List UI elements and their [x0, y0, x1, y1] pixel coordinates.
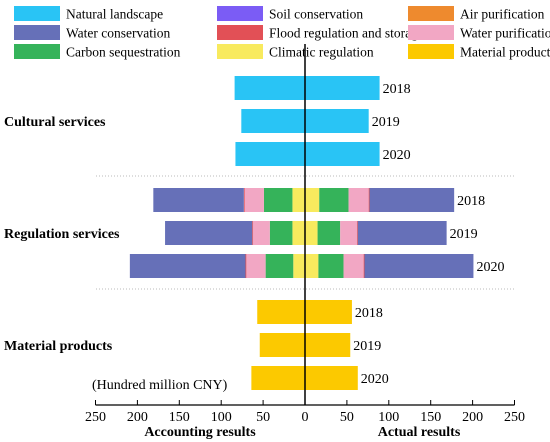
x-tick-label: 100	[211, 410, 232, 425]
bar-actual-carbon	[317, 221, 341, 245]
bar-actual-water_cons	[369, 188, 455, 212]
year-label: 2020	[476, 260, 504, 275]
x-axis: 250 200 150 100 50 0 50 100 150 200 250	[85, 400, 525, 425]
group-label: Cultural services	[4, 115, 106, 130]
year-label: 2020	[383, 148, 411, 163]
year-label: 2019	[450, 227, 478, 242]
bar-accounting-natural	[235, 142, 305, 166]
bar-actual-water_pur	[343, 254, 364, 278]
group-label: Material products	[4, 339, 113, 354]
legend-swatch-flood	[217, 25, 263, 40]
bar-actual-water_cons	[357, 221, 447, 245]
bar-actual-natural	[305, 109, 369, 133]
bar-accounting-climatic	[293, 254, 305, 278]
year-label: 2020	[361, 372, 389, 387]
x-tick-label: 200	[462, 410, 483, 425]
bar-accounting-flood	[245, 254, 247, 278]
x-tick-label: 200	[127, 410, 148, 425]
bar-actual-carbon	[318, 254, 344, 278]
bar-accounting-water_cons	[165, 221, 253, 245]
year-label: 2018	[355, 306, 383, 321]
bar-accounting-water_pur	[246, 254, 266, 278]
year-label: 2018	[457, 194, 485, 209]
bar-actual-flood	[368, 188, 370, 212]
legend-label-carbon: Carbon sequestration	[66, 45, 181, 60]
bar-accounting-flood	[243, 188, 245, 212]
legend-label-soil: Soil conservation	[269, 7, 363, 22]
bar-actual-material	[305, 366, 358, 390]
legend-swatch-soil	[217, 6, 263, 21]
bar-accounting-material	[259, 333, 305, 357]
bar-accounting-water_cons	[153, 188, 244, 212]
x-tick-label: 50	[340, 410, 354, 425]
x-tick-label: 50	[256, 410, 270, 425]
bar-actual-climatic	[305, 254, 319, 278]
group-labels: Cultural services Regulation services Mate…	[4, 115, 120, 354]
group-separators	[96, 175, 516, 290]
x-tick-label: 150	[169, 410, 190, 425]
x-tick-label: 250	[85, 410, 106, 425]
bar-accounting-carbon	[263, 188, 293, 212]
bar-actual-material	[305, 333, 351, 357]
bar-accounting-water_pur	[244, 188, 264, 212]
bar-actual-climatic	[305, 221, 318, 245]
legend-label-natural: Natural landscape	[66, 7, 163, 22]
legend-swatch-air	[408, 6, 454, 21]
legend-label-air: Air purification	[460, 7, 545, 22]
bar-actual-natural	[305, 142, 380, 166]
legend-swatch-climatic	[217, 44, 263, 59]
legend-label-material: Material products	[460, 45, 550, 60]
bar-actual-material	[305, 300, 352, 324]
legend-swatch-water_cons	[14, 25, 60, 40]
year-label: 2018	[383, 82, 411, 97]
bar-accounting-climatic	[292, 188, 305, 212]
bar-actual-water_pur	[340, 221, 357, 245]
bar-accounting-water_cons	[129, 254, 246, 278]
bar-accounting-material	[257, 300, 305, 324]
bar-actual-natural	[305, 76, 380, 100]
x-tick-label: 0	[302, 410, 309, 425]
bar-actual-water_cons	[364, 254, 474, 278]
legend-swatch-natural	[14, 6, 60, 21]
bar-actual-flood	[356, 221, 358, 245]
chart-legend: Natural landscape Soil conservation Air pu…	[14, 6, 550, 60]
legend-label-water_pur: Water purification	[460, 26, 550, 41]
x-tick-label: 100	[378, 410, 399, 425]
year-labels: 2018 2019 2020 2018 2019 2020 2018 2019 2020	[353, 82, 504, 387]
bar-accounting-material	[251, 366, 305, 390]
x-tick-label: 250	[504, 410, 525, 425]
x-tick-label: 150	[420, 410, 441, 425]
bar-actual-climatic	[305, 188, 320, 212]
bar-actual-carbon	[319, 188, 349, 212]
bar-accounting-natural	[241, 109, 305, 133]
bar-accounting-water_pur	[253, 221, 270, 245]
x-axis-right-title: Actual results	[378, 425, 461, 440]
x-axis-left-title: Accounting results	[144, 425, 256, 440]
group-label: Regulation services	[4, 227, 120, 242]
bar-accounting-carbon	[269, 221, 293, 245]
bar-accounting-climatic	[292, 221, 305, 245]
unit-label: (Hundred million CNY)	[92, 378, 228, 393]
bar-accounting-natural	[234, 76, 305, 100]
bar-actual-water_pur	[348, 188, 369, 212]
year-label: 2019	[372, 115, 400, 130]
legend-label-water_cons: Water conservation	[66, 26, 170, 41]
bar-accounting-flood	[252, 221, 254, 245]
legend-label-climatic: Climatic regulation	[269, 45, 374, 60]
legend-label-flood: Flood regulation and storage	[269, 26, 424, 41]
chart-bars	[129, 76, 474, 390]
legend-swatch-carbon	[14, 44, 60, 59]
bar-accounting-carbon	[265, 254, 294, 278]
legend-swatch-water_pur	[408, 25, 454, 40]
bar-actual-flood	[363, 254, 365, 278]
year-label: 2019	[353, 339, 381, 354]
legend-swatch-material	[408, 44, 454, 59]
